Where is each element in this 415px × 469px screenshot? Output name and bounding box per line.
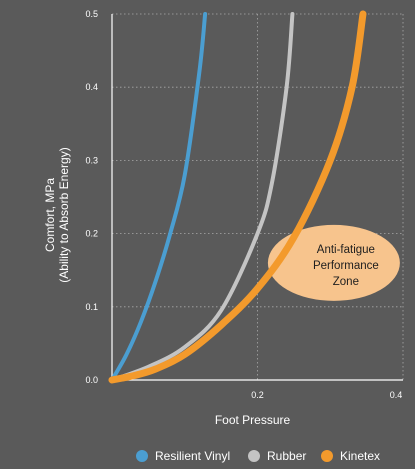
series-kinetex-line: [108, 10, 367, 384]
y-axis-title: Comfort, MPa (Ability to Absorb Energy): [43, 147, 71, 282]
series-resilient-vinyl-line: [110, 12, 208, 382]
legend-swatch-rubber: [248, 450, 260, 462]
zone-ellipse: [267, 224, 400, 301]
x-tick-label: 0.4: [390, 390, 403, 400]
y-tick-label: 0.3: [85, 155, 98, 165]
tick-labels: 0.0 0.1 0.2 0.3 0.4 0.5 0.2 0.4: [85, 9, 402, 400]
legend-swatch-kinetex: [321, 450, 333, 462]
zone-label-line: Performance: [313, 260, 379, 272]
series: [108, 10, 367, 384]
y-tick-label: 0.4: [85, 82, 98, 92]
axes: [111, 14, 403, 381]
y-axis-title-line: Comfort, MPa: [43, 178, 57, 252]
series-rubber-line: [110, 12, 295, 382]
x-tick-label: 0.2: [251, 390, 264, 400]
y-tick-label: 0.2: [85, 229, 98, 239]
legend: Resilient Vinyl Rubber Kinetex: [136, 449, 380, 463]
zone-label-line: Zone: [333, 276, 359, 288]
y-axis-title-line: (Ability to Absorb Energy): [57, 147, 71, 282]
anti-fatigue-zone: Anti-fatigue Performance Zone: [267, 224, 400, 301]
y-tick-label: 0.1: [85, 302, 98, 312]
legend-label-kinetex: Kinetex: [340, 449, 380, 463]
y-tick-label: 0.0: [85, 375, 98, 385]
y-tick-label: 0.5: [85, 9, 98, 19]
x-axis-title: Foot Pressure: [215, 413, 291, 427]
legend-swatch-resilient-vinyl: [136, 450, 148, 462]
legend-label-rubber: Rubber: [267, 449, 306, 463]
zone-label-line: Anti-fatigue: [317, 244, 375, 256]
legend-label-resilient-vinyl: Resilient Vinyl: [155, 449, 230, 463]
